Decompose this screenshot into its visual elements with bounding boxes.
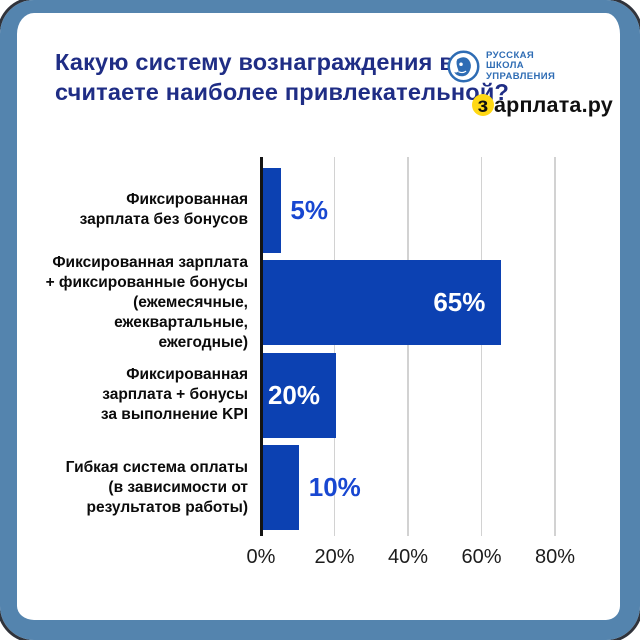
rsu-logo-text-line: УПРАВЛЕНИЯ xyxy=(486,70,556,82)
category-label: Гибкая система оплаты (в зависимости от ре… xyxy=(18,458,248,518)
page-title-line: считаете наиболее привлекательной? xyxy=(55,79,510,105)
category-label-line: зарплата + бонусы xyxy=(102,386,248,403)
category-label: Фиксированная зарплата + бонусы за выполне… xyxy=(18,365,248,425)
value-label: 20% xyxy=(267,379,320,410)
page-title-line: Какую систему вознаграждения вы xyxy=(55,49,475,75)
rsu-logo-text-line: ШКОЛА xyxy=(486,60,525,72)
zarplata-logo-text: арплата.ру xyxy=(494,93,613,117)
gridline xyxy=(333,157,336,536)
gridline xyxy=(480,157,483,536)
category-label-line: Фиксированная xyxy=(126,191,248,208)
value-label: 65% xyxy=(433,287,486,317)
gridline xyxy=(554,157,556,536)
category-label-line: Фиксированная xyxy=(126,366,248,383)
x-axis-tick-label: 40% xyxy=(387,546,429,568)
category-label-line: (в зависимости от xyxy=(108,478,248,496)
rsu-logo-text-line: РУССКАЯ xyxy=(486,49,535,61)
category-label-line: зарплата без бонусов xyxy=(79,211,248,228)
zarplata-logo-mark: з xyxy=(472,94,494,117)
value-label: 10% xyxy=(308,472,361,502)
bar xyxy=(262,167,281,253)
rsu-logo: РУССКАЯ ШКОЛА УПРАВЛЕНИЯ xyxy=(447,50,555,83)
x-axis-tick-label: 60% xyxy=(461,546,502,568)
category-label-line: результатов работы) xyxy=(86,498,248,516)
category-label-line: (ежемесячные, xyxy=(133,293,248,311)
page-title: Какую систему вознаграждения вы считаете … xyxy=(55,47,509,107)
category-label-line: Фиксированная зарплата xyxy=(52,253,248,271)
category-label-line: за выполнение KPI xyxy=(100,406,248,423)
rsu-logo-icon xyxy=(447,50,480,83)
gridline xyxy=(407,157,409,536)
bar xyxy=(262,352,336,438)
category-label-line: ежегодные) xyxy=(158,333,248,351)
category-label: Фиксированная зарплата + фиксированные бо… xyxy=(18,253,248,353)
category-label-line: Гибкая система оплаты xyxy=(65,458,248,476)
x-axis-tick-label: 20% xyxy=(314,546,355,568)
x-axis-tick-label: 80% xyxy=(534,546,576,568)
category-label-line: ежеквартальные, xyxy=(114,313,248,331)
y-axis-line xyxy=(260,157,263,536)
category-label: Фиксированная зарплата без бонусов xyxy=(18,190,248,230)
bar xyxy=(262,260,502,345)
bar xyxy=(262,445,300,530)
zarplata-logo: з арплата.ру xyxy=(472,93,613,118)
category-label-line: + фиксированные бонусы xyxy=(45,273,248,291)
value-label: 5% xyxy=(290,194,328,225)
rsu-logo-text: РУССКАЯ ШКОЛА УПРАВЛЕНИЯ xyxy=(486,49,556,83)
x-axis-tick-label: 0% xyxy=(246,546,276,568)
